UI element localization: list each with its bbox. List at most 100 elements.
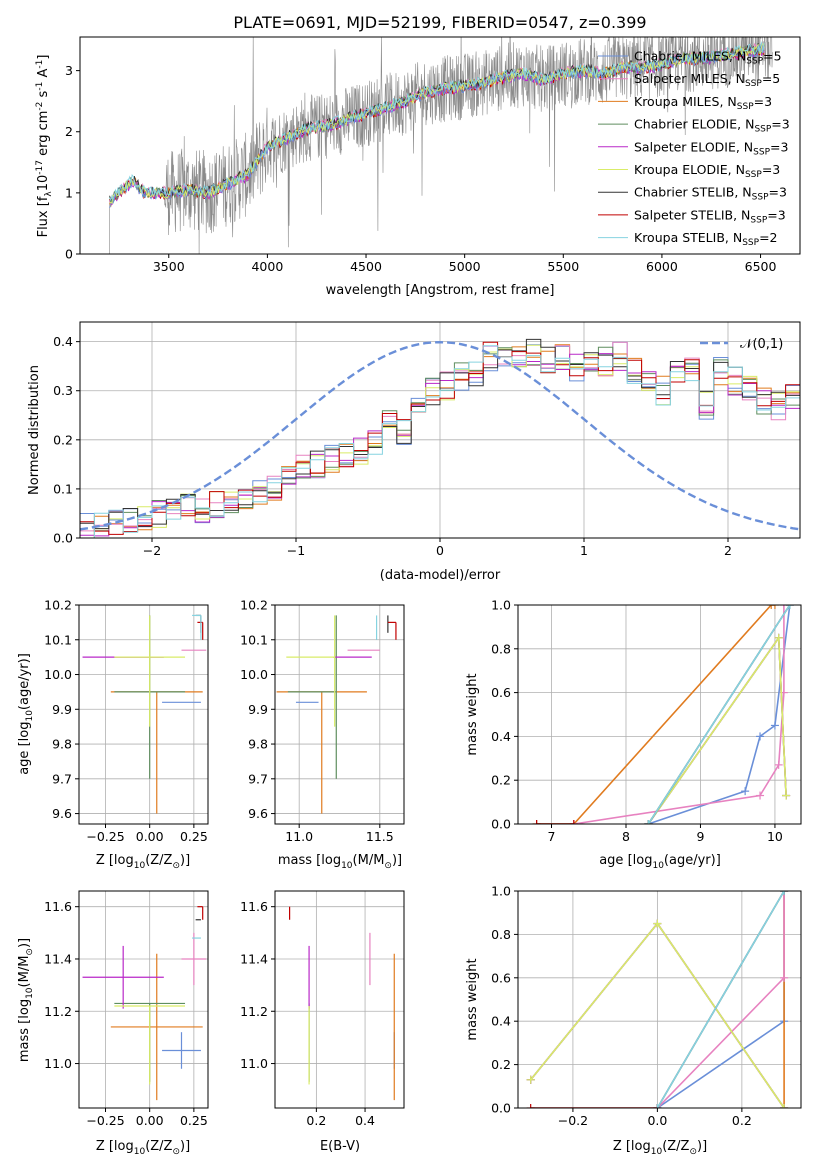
model-spectrum-cyan bbox=[109, 40, 765, 202]
x-tick-label: 0.25 bbox=[180, 1113, 208, 1128]
x-tick-label: −1 bbox=[287, 543, 305, 558]
age_vs_mass-frame bbox=[274, 604, 405, 825]
x-tick-label: 7 bbox=[548, 829, 556, 844]
residual-histogram-cyan bbox=[80, 345, 800, 538]
x-axis-label-part: (age/yr)] bbox=[664, 853, 721, 868]
legend-label: Salpeter MILES, NSSP=5 bbox=[634, 71, 780, 89]
cumweight_age-panel: 7 8 9 10 0.0 0.2 0.4 0.6 0.8 1.0 mass weight age [l… bbox=[465, 598, 802, 871]
cumweight_Z-panel: −0.2 0.0 0.2 0.0 0.2 0.4 0.6 0.8 1.0 mass weight Z… bbox=[465, 884, 802, 1157]
y-tick-label: 10.0 bbox=[44, 667, 72, 682]
y-tick-label: 9.7 bbox=[52, 771, 72, 786]
x-tick-label: 0.2 bbox=[732, 1113, 752, 1128]
cumweight_age-plot-area bbox=[532, 605, 794, 824]
x-tick-label: 0.0 bbox=[647, 1113, 667, 1128]
y-tick-label: 0.2 bbox=[491, 1057, 511, 1072]
y-tick-label: 2 bbox=[65, 124, 73, 139]
legend-label: Kroupa STELIB, NSSP=2 bbox=[634, 230, 778, 248]
legend-label: Salpeter ELODIE, NSSP=3 bbox=[634, 139, 788, 157]
x-tick-label: 0.00 bbox=[136, 829, 164, 844]
y-tick-label: 11.0 bbox=[44, 1056, 72, 1071]
age_vs_mass-panel: 11.0 11.5 9.6 9.7 9.8 9.9 10.0 10.1 10.2 mass [lo… bbox=[240, 598, 405, 871]
x-axis-label-part: ⊙ bbox=[384, 861, 392, 871]
x-axis-label-part: (M/M bbox=[353, 853, 385, 868]
legend-label: Kroupa ELODIE, NSSP=3 bbox=[634, 162, 780, 180]
y-tick-label: 11.0 bbox=[240, 1056, 268, 1071]
legend-label-gaussian: 𝒩(0,1) bbox=[740, 337, 783, 352]
legend-label-sub: SSP bbox=[745, 79, 762, 89]
x-tick-label: −0.25 bbox=[86, 1113, 124, 1128]
y-tick-label: 0.6 bbox=[491, 970, 511, 985]
age_vs_Z-plot-area bbox=[82, 614, 207, 814]
x-axis-label: (data-model)/error bbox=[380, 568, 501, 583]
age_vs_Z-panel: −0.25 0.00 0.25 9.6 9.7 9.8 9.9 10.0 10.1 10.2 Z [… bbox=[17, 598, 209, 871]
x-tick-label: 2 bbox=[724, 543, 732, 558]
residuals-plot-area bbox=[80, 338, 800, 538]
mass_vs_ebv-frame bbox=[274, 890, 405, 1109]
y-tick-label: 0.0 bbox=[491, 817, 511, 832]
x-tick-label: 10 bbox=[767, 829, 783, 844]
y-axis-label-part: ⊙ bbox=[25, 948, 35, 956]
cumweight_age-frame bbox=[517, 604, 802, 825]
legend-label-sub: SSP bbox=[750, 215, 767, 225]
legend-label-text: Chabrier STELIB, N bbox=[634, 185, 752, 200]
y-tick-label: 11.6 bbox=[240, 899, 268, 914]
y-tick-label: 9.6 bbox=[248, 806, 268, 821]
x-tick-label: 0.4 bbox=[355, 1113, 375, 1128]
legend-label-count: =3 bbox=[754, 94, 772, 109]
x-tick-label: 5000 bbox=[449, 259, 481, 274]
cumweight_Z-frame bbox=[517, 890, 802, 1109]
x-axis-label: wavelength [Angstrom, rest frame] bbox=[326, 283, 555, 298]
spectrum-panel: 3500 4000 4500 5000 5500 6000 6500 0 1 2 3 waveleng… bbox=[35, 36, 801, 298]
residual-histogram-black bbox=[80, 338, 800, 530]
y-axis-label-part: 10 bbox=[25, 710, 35, 722]
cumulative-line-cyan bbox=[647, 605, 791, 824]
legend-label-text: Salpeter ELODIE, N bbox=[634, 139, 753, 154]
legend-label-sub: SSP bbox=[754, 125, 771, 135]
x-axis-label-part: )] bbox=[392, 853, 402, 868]
x-axis-label: age [log10(age/yr)] bbox=[599, 853, 721, 871]
y-axis-label: mass [log10(M/M⊙)] bbox=[17, 938, 35, 1062]
x-axis-label: Z [log10(Z/Z⊙)] bbox=[96, 853, 190, 871]
legend-label: Chabrier MILES, NSSP=5 bbox=[634, 49, 782, 67]
y-tick-label: 10.1 bbox=[44, 632, 72, 647]
y-tick-label: 10.1 bbox=[240, 632, 268, 647]
y-tick-label: 0 bbox=[65, 247, 73, 262]
y-tick-label: 0.4 bbox=[53, 334, 73, 349]
cumulative-line-orange bbox=[536, 605, 775, 824]
x-tick-label: 8 bbox=[622, 829, 630, 844]
spectrum-plot-area bbox=[109, 37, 773, 254]
x-axis-label-part: (Z/Z bbox=[662, 1139, 689, 1154]
y-axis-label-part: A bbox=[36, 69, 51, 82]
x-axis-label: Z [log10(Z/Z⊙)] bbox=[96, 1139, 190, 1157]
y-axis-label-part: -2 bbox=[35, 102, 45, 111]
x-tick-label: 6500 bbox=[745, 259, 777, 274]
x-tick-label: −0.2 bbox=[558, 1113, 588, 1128]
legend-label-sub: SSP bbox=[745, 170, 762, 180]
x-axis-label-part: ⊙ bbox=[172, 861, 180, 871]
y-tick-label: 0.2 bbox=[491, 773, 511, 788]
mass_vs_ebv-plot-area bbox=[289, 906, 395, 1101]
y-axis-label-part: (M/M bbox=[17, 956, 32, 988]
legend-label-text: Salpeter MILES, N bbox=[634, 71, 745, 86]
y-tick-label: 1 bbox=[65, 185, 73, 200]
x-tick-label: −0.25 bbox=[86, 829, 124, 844]
x-axis-label: Z [log10(Z/Z⊙)] bbox=[613, 1139, 707, 1157]
legend-label-count: =3 bbox=[769, 185, 787, 200]
y-axis-label-part: mass [log bbox=[17, 999, 32, 1062]
legend-label-text: Kroupa ELODIE, N bbox=[634, 162, 745, 177]
x-axis-label-part: 10 bbox=[341, 861, 353, 871]
y-tick-label: 0.0 bbox=[53, 531, 73, 546]
legend-label-text: Chabrier ELODIE, N bbox=[634, 117, 754, 132]
x-axis-label-part: 10 bbox=[134, 1147, 146, 1157]
y-tick-label: 11.6 bbox=[44, 899, 72, 914]
legend-label-count: =3 bbox=[762, 162, 780, 177]
cumweight_Z-plot-area bbox=[526, 891, 789, 1108]
y-axis-label-part: )] bbox=[17, 938, 32, 948]
legend-label-sub: SSP bbox=[742, 238, 759, 248]
legend-label-count: =3 bbox=[771, 117, 789, 132]
legend-label-count: =3 bbox=[770, 139, 788, 154]
age_vs_mass-plot-area bbox=[276, 615, 397, 814]
legend-label-sub: SSP bbox=[752, 193, 769, 203]
x-tick-label: 11.5 bbox=[366, 829, 394, 844]
x-axis-label-part: Z [log bbox=[613, 1139, 651, 1154]
